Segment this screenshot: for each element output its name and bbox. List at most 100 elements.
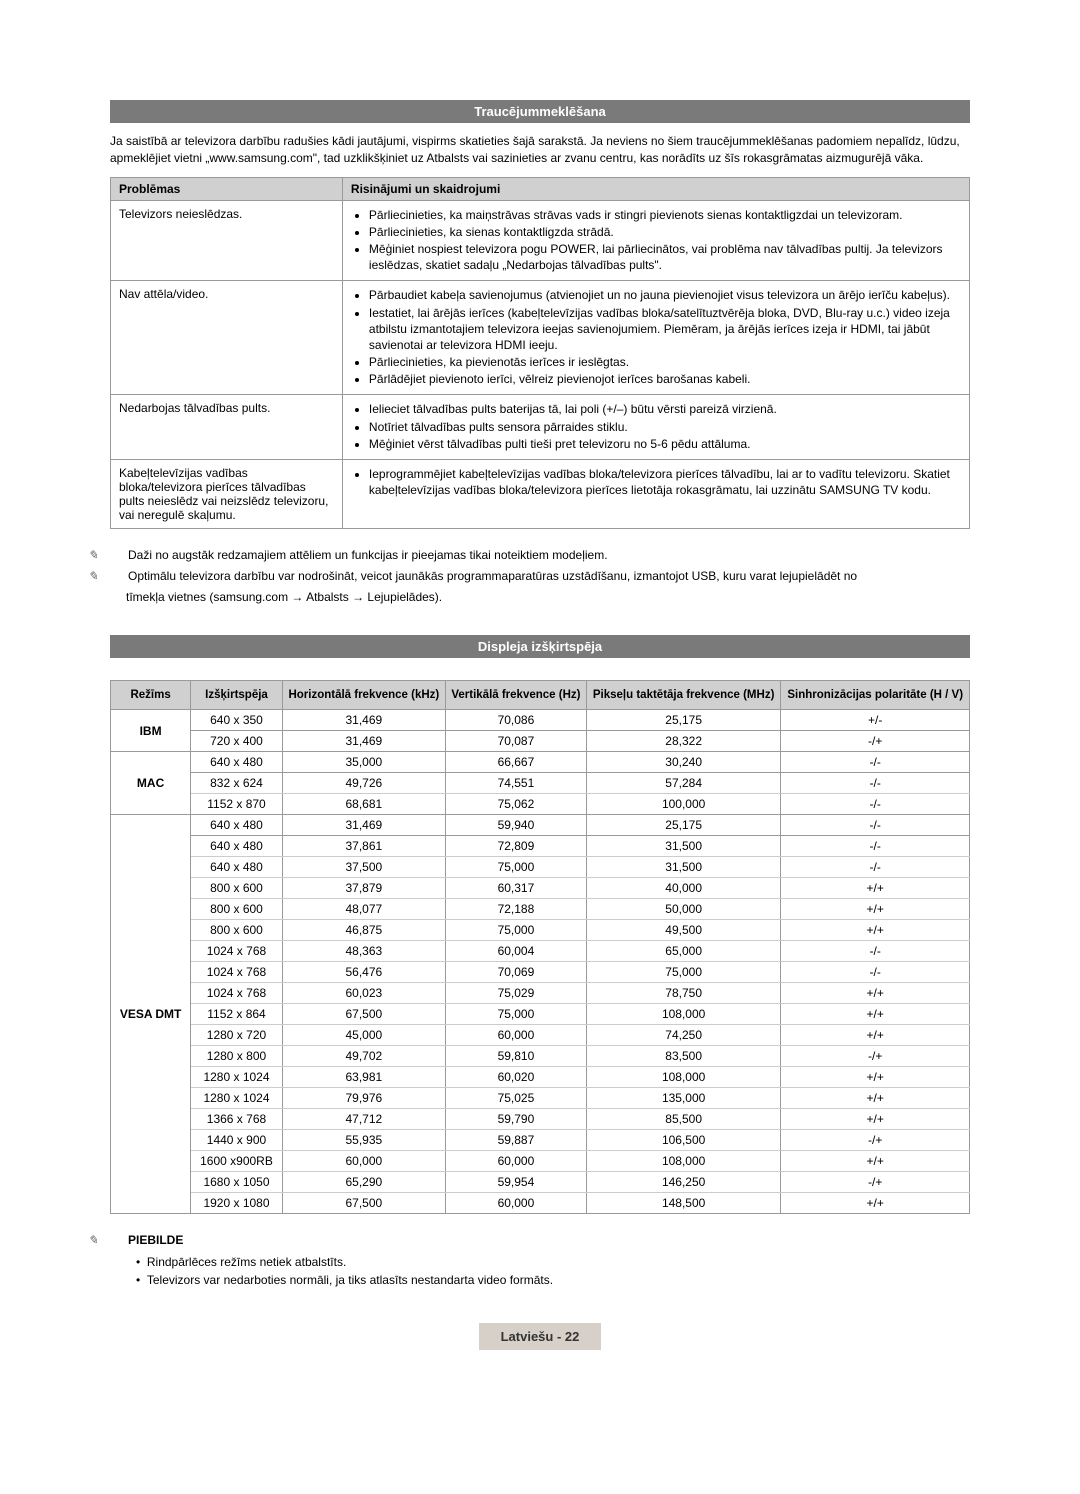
res-data-cell: 135,000 xyxy=(586,1088,780,1109)
problem-cell: Televizors neieslēdzas. xyxy=(111,200,343,281)
page-footer: Latviešu - 22 xyxy=(110,1329,970,1344)
res-data-cell: 65,000 xyxy=(586,941,780,962)
res-data-cell: 1024 x 768 xyxy=(191,983,283,1004)
res-data-cell: 56,476 xyxy=(282,962,445,983)
res-data-cell: 800 x 600 xyxy=(191,920,283,941)
res-data-cell: 108,000 xyxy=(586,1067,780,1088)
res-data-cell: +/+ xyxy=(781,1151,970,1172)
res-data-cell: 46,875 xyxy=(282,920,445,941)
res-header-cell: Vertikālā frekvence (Hz) xyxy=(445,681,586,710)
res-data-cell: +/+ xyxy=(781,1109,970,1130)
res-header-cell: Izšķirtspēja xyxy=(191,681,283,710)
res-data-cell: 25,175 xyxy=(586,815,780,836)
res-data-cell: 60,000 xyxy=(445,1025,586,1046)
res-data-cell: 146,250 xyxy=(586,1172,780,1193)
res-data-cell: 31,469 xyxy=(282,710,445,731)
res-data-cell: 74,551 xyxy=(445,773,586,794)
res-data-cell: 28,322 xyxy=(586,731,780,752)
res-data-cell: 1024 x 768 xyxy=(191,941,283,962)
col-solutions: Risinājumi un skaidrojumi xyxy=(342,177,969,200)
res-data-cell: 60,000 xyxy=(445,1193,586,1214)
res-data-cell: +/+ xyxy=(781,920,970,941)
problem-cell: Nedarbojas tālvadības pults. xyxy=(111,395,343,460)
note-2b: tīmekļa vietnes (samsung.com → Atbalsts … xyxy=(110,589,970,606)
res-header-cell: Pikseļu taktētāja frekvence (MHz) xyxy=(586,681,780,710)
res-header-cell: Horizontālā frekvence (kHz) xyxy=(282,681,445,710)
res-data-cell: -/- xyxy=(781,857,970,878)
solution-cell: Pārbaudiet kabeļa savienojumus (atvienoj… xyxy=(342,281,969,395)
res-data-cell: 49,726 xyxy=(282,773,445,794)
res-data-cell: -/- xyxy=(781,815,970,836)
res-data-cell: 1024 x 768 xyxy=(191,962,283,983)
solution-item: Ieprogrammējiet kabeļtelevīzijas vadības… xyxy=(369,466,961,498)
note-2-text-b: tīmekļa vietnes (samsung.com → Atbalsts … xyxy=(126,590,442,604)
res-data-cell: 37,861 xyxy=(282,836,445,857)
solution-item: Pārlādējiet pievienoto ierīci, vēlreiz p… xyxy=(369,371,961,387)
note-2: ✎Optimālu televizora darbību var nodroši… xyxy=(110,568,970,585)
res-data-cell: 640 x 480 xyxy=(191,836,283,857)
res-data-cell: 70,086 xyxy=(445,710,586,731)
res-data-cell: 47,712 xyxy=(282,1109,445,1130)
res-data-cell: 60,317 xyxy=(445,878,586,899)
solution-cell: Ieprogrammējiet kabeļtelevīzijas vadības… xyxy=(342,460,969,529)
problem-cell: Nav attēla/video. xyxy=(111,281,343,395)
res-header-cell: Sinhronizācijas polaritāte (H / V) xyxy=(781,681,970,710)
res-data-cell: +/+ xyxy=(781,1088,970,1109)
res-data-cell: 800 x 600 xyxy=(191,878,283,899)
solution-item: Pārliecinieties, ka pievienotās ierīces … xyxy=(369,354,961,370)
res-data-cell: -/- xyxy=(781,794,970,815)
res-data-cell: 60,004 xyxy=(445,941,586,962)
res-data-cell: 640 x 350 xyxy=(191,710,283,731)
res-data-cell: 1920 x 1080 xyxy=(191,1193,283,1214)
res-data-cell: 800 x 600 xyxy=(191,899,283,920)
res-data-cell: 57,284 xyxy=(586,773,780,794)
troubleshooting-header: Traucējummeklēšana xyxy=(110,100,970,123)
footnote-title-line: ✎PIEBILDE xyxy=(110,1232,970,1249)
res-data-cell: 35,000 xyxy=(282,752,445,773)
res-data-cell: +/+ xyxy=(781,1025,970,1046)
display-header: Displeja izšķirtspēja xyxy=(110,635,970,658)
res-data-cell: 59,887 xyxy=(445,1130,586,1151)
res-data-cell: 75,029 xyxy=(445,983,586,1004)
res-data-cell: 30,240 xyxy=(586,752,780,773)
res-data-cell: 45,000 xyxy=(282,1025,445,1046)
solution-cell: Ielieciet tālvadības pults baterijas tā,… xyxy=(342,395,969,460)
res-data-cell: 70,087 xyxy=(445,731,586,752)
res-data-cell: 70,069 xyxy=(445,962,586,983)
res-data-cell: 640 x 480 xyxy=(191,857,283,878)
res-data-cell: -/+ xyxy=(781,1130,970,1151)
res-data-cell: 75,025 xyxy=(445,1088,586,1109)
res-data-cell: 75,062 xyxy=(445,794,586,815)
note-2-text-a: Optimālu televizora darbību var nodrošin… xyxy=(128,569,857,583)
res-data-cell: -/- xyxy=(781,962,970,983)
res-data-cell: +/+ xyxy=(781,878,970,899)
res-data-cell: +/+ xyxy=(781,1067,970,1088)
res-data-cell: 31,469 xyxy=(282,815,445,836)
res-data-cell: -/- xyxy=(781,752,970,773)
res-data-cell: 66,667 xyxy=(445,752,586,773)
footnote-b2: • Televizors var nedarboties normāli, ja… xyxy=(110,1271,970,1289)
problem-cell: Kabeļtelevīzijas vadības bloka/televizor… xyxy=(111,460,343,529)
res-data-cell: 49,500 xyxy=(586,920,780,941)
resolution-table: RežīmsIzšķirtspējaHorizontālā frekvence … xyxy=(110,680,970,1214)
note-1: ✎Daži no augstāk redzamajiem attēliem un… xyxy=(110,547,970,564)
res-data-cell: 79,976 xyxy=(282,1088,445,1109)
res-data-cell: 148,500 xyxy=(586,1193,780,1214)
res-data-cell: 1600 x900RB xyxy=(191,1151,283,1172)
res-data-cell: 1366 x 768 xyxy=(191,1109,283,1130)
res-data-cell: 75,000 xyxy=(445,1004,586,1025)
res-data-cell: 48,363 xyxy=(282,941,445,962)
res-data-cell: +/+ xyxy=(781,983,970,1004)
res-data-cell: 63,981 xyxy=(282,1067,445,1088)
res-data-cell: +/+ xyxy=(781,899,970,920)
res-data-cell: -/- xyxy=(781,941,970,962)
res-data-cell: 50,000 xyxy=(586,899,780,920)
note-icon: ✎ xyxy=(110,547,128,564)
res-data-cell: 1280 x 1024 xyxy=(191,1088,283,1109)
res-data-cell: 49,702 xyxy=(282,1046,445,1067)
res-data-cell: 108,000 xyxy=(586,1004,780,1025)
solution-item: Mēģiniet vērst tālvadības pulti tieši pr… xyxy=(369,436,961,452)
note-icon: ✎ xyxy=(110,1232,128,1249)
res-data-cell: 31,500 xyxy=(586,836,780,857)
res-header-cell: Režīms xyxy=(111,681,191,710)
